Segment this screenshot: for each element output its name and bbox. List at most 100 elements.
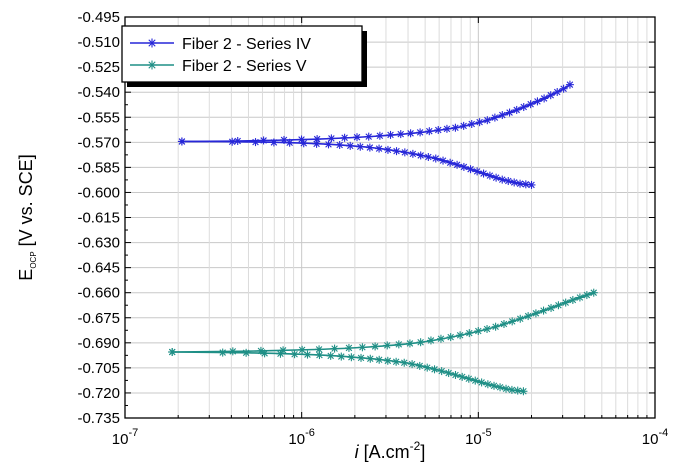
marker-stroke [168,348,176,356]
data-point-marker [508,317,517,326]
data-point-marker [416,338,425,347]
y-tick-label: -0.495 [77,9,120,26]
data-point-marker [483,116,492,125]
x-axis-title: i [A.cm-2] [355,439,426,462]
marker-stroke [502,385,510,393]
y-tick-label: -0.615 [77,210,120,227]
marker-stroke [492,323,499,330]
data-point-marker [326,351,335,360]
marker-stroke [490,382,498,390]
marker-stroke [376,132,384,140]
marker-stroke [540,307,547,314]
data-point-marker [446,158,455,167]
marker-stroke [514,387,521,394]
marker-stroke [367,355,374,363]
legend-box [121,25,363,83]
marker-stroke [437,335,445,343]
marker-stroke [528,181,535,189]
x-tick-label: 10-4 [642,427,668,448]
data-point-marker [510,178,519,187]
x-tick-label: 10-6 [288,427,314,448]
marker-stroke [452,371,459,379]
marker-stroke [491,114,499,121]
y-tick-label: -0.735 [77,410,120,427]
data-point-marker [483,324,492,333]
data-point-marker [357,353,366,362]
data-point-marker [147,38,157,48]
marker-stroke [460,163,468,171]
marker-stroke [315,346,323,353]
marker-stroke [229,348,237,355]
data-point-marker [251,138,260,147]
data-point-marker [330,344,339,353]
marker-stroke [148,39,156,47]
data-point-marker [340,133,349,142]
data-point-marker [547,303,556,312]
marker-stroke [423,364,431,371]
marker-stroke [426,127,433,135]
data-point-marker [344,343,353,352]
data-point-marker [259,136,268,145]
marker-stroke [524,312,532,320]
marker-stroke [393,147,400,155]
data-point-marker [303,350,312,359]
data-point-marker [498,111,507,120]
axis-titles: i [A.cm-2] EOCP [V vs. SCE] [16,154,425,462]
data-point-marker [299,139,308,148]
marker-stroke [228,138,236,146]
marker-stroke [219,349,226,356]
marker-stroke [516,315,524,323]
data-point-marker [423,363,432,372]
data-point-marker [527,180,536,189]
data-point-marker [260,349,269,358]
marker-stroke [375,145,383,152]
data-point-marker [471,376,480,385]
data-point-marker [400,148,409,157]
y-tick-label: -0.690 [77,335,120,352]
marker-stroke [401,149,409,156]
marker-stroke [316,351,323,359]
marker-stroke [416,362,424,370]
marker-stroke [443,125,451,133]
data-point-marker [540,94,549,103]
marker-stroke [458,373,466,381]
marker-stroke [447,333,454,341]
y-axis-title: EOCP [V vs. SCE] [16,154,38,280]
y-tick-label: -0.570 [77,134,120,151]
data-point-marker [492,173,501,182]
marker-stroke [407,130,414,137]
data-point-marker [346,141,355,150]
data-point-marker [473,167,482,176]
data-point-marker [365,143,374,152]
marker-stroke [384,146,392,154]
marker-stroke [395,341,403,348]
axes: -0.495 -0.510 -0.525 -0.540 -0.555 -0.570 -0.5… [77,9,668,448]
data-point-marker [485,171,494,180]
data-point-marker [228,137,237,146]
marker-stroke [338,353,345,360]
legend-item: Fiber 2 - Series IV [130,36,311,53]
data-point-marker [406,129,415,138]
marker-stroke [346,142,354,150]
marker-stroke [555,301,562,309]
marker-stroke [504,177,512,185]
data-point-marker [498,175,507,184]
data-point-marker [386,130,395,139]
data-point-marker [415,361,424,370]
marker-stroke [345,344,353,352]
marker-stroke [471,377,479,384]
y-tick-label: -0.585 [77,159,120,176]
marker-stroke [416,129,424,136]
data-point-marker [396,130,405,139]
data-point-marker [516,314,525,323]
marker-stroke [336,141,343,149]
data-point-marker [568,295,577,304]
data-point-marker [464,374,473,383]
data-point-marker [589,288,598,297]
data-point-marker [430,365,439,374]
marker-stroke [520,103,528,111]
data-point-marker [383,341,392,350]
marker-stroke [446,159,454,167]
marker-stroke [506,109,513,116]
